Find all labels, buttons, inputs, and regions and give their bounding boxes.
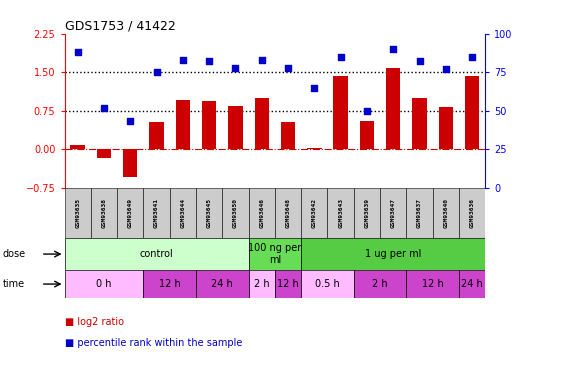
Point <box>126 118 135 124</box>
Bar <box>275 188 301 238</box>
Bar <box>380 188 406 238</box>
Text: GSM93647: GSM93647 <box>390 198 396 228</box>
Bar <box>386 68 401 149</box>
Text: GSM93642: GSM93642 <box>312 198 317 228</box>
Point <box>468 54 477 60</box>
Bar <box>328 188 354 238</box>
Text: GSM93636: GSM93636 <box>470 198 475 228</box>
Bar <box>71 145 85 149</box>
Point <box>415 58 424 64</box>
Point <box>257 57 266 63</box>
Bar <box>301 188 328 238</box>
Bar <box>228 105 243 149</box>
Text: time: time <box>3 279 25 289</box>
Text: GSM93645: GSM93645 <box>206 198 211 228</box>
Point <box>205 58 214 64</box>
Text: 100 ng per
ml: 100 ng per ml <box>249 243 301 265</box>
Text: GSM93646: GSM93646 <box>259 198 264 228</box>
Point <box>362 108 371 114</box>
Bar <box>333 76 348 149</box>
Bar <box>406 188 433 238</box>
Bar <box>360 121 374 149</box>
Bar <box>144 188 169 238</box>
Bar <box>149 122 164 149</box>
Text: 0.5 h: 0.5 h <box>315 279 340 289</box>
Bar <box>275 270 301 298</box>
Text: GSM93640: GSM93640 <box>443 198 448 228</box>
Point <box>389 46 398 52</box>
Text: 24 h: 24 h <box>211 279 233 289</box>
Bar <box>255 98 269 149</box>
Point <box>336 54 345 60</box>
Text: GSM93641: GSM93641 <box>154 198 159 228</box>
Point <box>178 57 187 63</box>
Bar <box>196 270 249 298</box>
Bar <box>249 238 301 270</box>
Point <box>442 66 450 72</box>
Bar <box>406 270 459 298</box>
Bar <box>459 188 485 238</box>
Text: GSM93635: GSM93635 <box>75 198 80 228</box>
Text: GSM93644: GSM93644 <box>180 198 185 228</box>
Text: ■ percentile rank within the sample: ■ percentile rank within the sample <box>65 338 242 348</box>
Text: GSM93650: GSM93650 <box>233 198 238 228</box>
Text: control: control <box>140 249 173 259</box>
Bar <box>433 188 459 238</box>
Bar <box>459 270 485 298</box>
Text: GDS1753 / 41422: GDS1753 / 41422 <box>65 20 175 33</box>
Bar <box>354 188 380 238</box>
Bar <box>96 149 111 158</box>
Bar <box>169 188 196 238</box>
Bar <box>144 270 196 298</box>
Text: 1 ug per ml: 1 ug per ml <box>365 249 421 259</box>
Bar <box>281 122 295 149</box>
Bar <box>65 188 91 238</box>
Bar <box>202 101 217 149</box>
Point <box>152 69 161 75</box>
Text: ■ log2 ratio: ■ log2 ratio <box>65 317 123 327</box>
Text: GSM93649: GSM93649 <box>128 198 133 228</box>
Bar <box>65 238 249 270</box>
Text: 2 h: 2 h <box>254 279 269 289</box>
Text: 12 h: 12 h <box>422 279 444 289</box>
Text: 24 h: 24 h <box>461 279 483 289</box>
Text: 0 h: 0 h <box>96 279 112 289</box>
Point <box>231 64 240 70</box>
Bar <box>249 270 275 298</box>
Point <box>99 105 108 111</box>
Text: GSM93643: GSM93643 <box>338 198 343 228</box>
Bar <box>301 270 354 298</box>
Bar <box>65 270 144 298</box>
Text: GSM93648: GSM93648 <box>286 198 291 228</box>
Point <box>283 64 292 70</box>
Point <box>310 85 319 91</box>
Bar <box>222 188 249 238</box>
Bar <box>91 188 117 238</box>
Bar <box>196 188 222 238</box>
Text: GSM93637: GSM93637 <box>417 198 422 228</box>
Text: GSM93638: GSM93638 <box>102 198 107 228</box>
Bar <box>412 98 427 149</box>
Bar <box>465 76 479 149</box>
Text: 12 h: 12 h <box>159 279 181 289</box>
Text: dose: dose <box>3 249 26 259</box>
Text: GSM93639: GSM93639 <box>365 198 370 228</box>
Bar <box>117 188 144 238</box>
Text: 12 h: 12 h <box>277 279 299 289</box>
Bar <box>249 188 275 238</box>
Bar <box>307 147 321 149</box>
Bar <box>176 100 190 149</box>
Point <box>73 49 82 55</box>
Bar <box>439 107 453 149</box>
Bar <box>301 238 485 270</box>
Bar <box>123 149 137 177</box>
Text: 2 h: 2 h <box>373 279 388 289</box>
Bar <box>354 270 406 298</box>
